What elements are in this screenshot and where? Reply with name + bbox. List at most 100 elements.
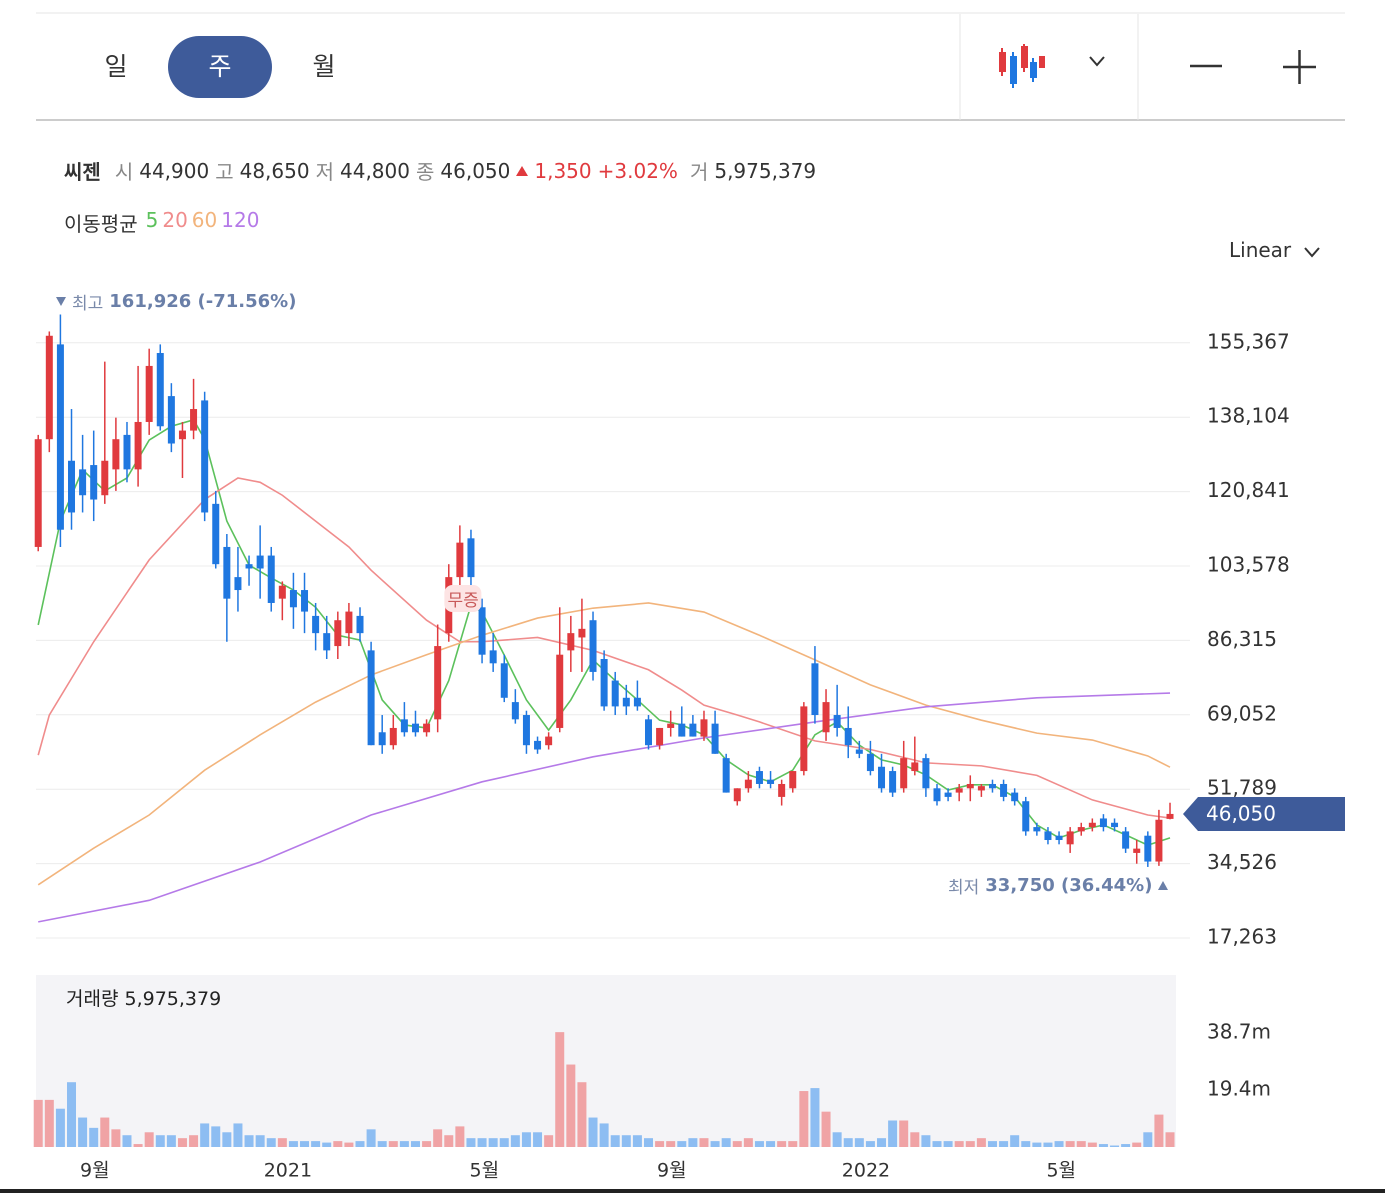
- volume-bar: [455, 1126, 465, 1147]
- volume-bar: [67, 1082, 77, 1147]
- volume-bar: [677, 1141, 687, 1147]
- volume-bar: [632, 1135, 642, 1147]
- period-tab[interactable]: 월: [312, 52, 336, 81]
- high-marker-text: 161,926 (-71.56%): [109, 291, 297, 312]
- candle-body: [1099, 818, 1107, 828]
- volume-bar: [211, 1126, 221, 1147]
- volume-bar: [189, 1135, 199, 1147]
- candle-body: [90, 465, 98, 500]
- candle-body: [678, 723, 686, 737]
- period-tab[interactable]: 일: [104, 52, 128, 81]
- volume-bar: [1032, 1142, 1042, 1147]
- volume-bar: [488, 1138, 498, 1147]
- candle-body: [645, 719, 653, 746]
- quote-value: 44,900: [139, 158, 210, 183]
- candle-body: [34, 439, 42, 547]
- quote-label: 시: [114, 160, 134, 184]
- candle-body: [289, 590, 297, 608]
- volume-bar: [599, 1123, 609, 1147]
- candle-body: [1044, 831, 1052, 841]
- volume-bar: [1021, 1141, 1031, 1147]
- candle-body: [800, 706, 808, 772]
- volume-bar: [810, 1088, 820, 1147]
- y-tick-label: 69,052: [1207, 701, 1277, 725]
- volume-bar: [843, 1138, 853, 1147]
- volume-bar: [510, 1135, 520, 1147]
- candle-body: [56, 344, 64, 530]
- volume-bar: [1043, 1142, 1053, 1147]
- candle-body: [312, 615, 320, 634]
- labels: 46,050 거래량 5,975,379: [66, 797, 1345, 1010]
- volume-bar: [1010, 1135, 1020, 1147]
- volume-bar: [976, 1138, 986, 1147]
- quote-label: 고: [215, 160, 234, 184]
- candle-body: [356, 615, 364, 634]
- period-tab[interactable]: 주: [168, 36, 272, 98]
- candle-body: [822, 702, 830, 733]
- volume-bar: [533, 1132, 543, 1147]
- volume-bar: [1054, 1141, 1064, 1147]
- volume-bar: [300, 1141, 310, 1147]
- volume-bar: [1098, 1144, 1108, 1147]
- candle-body: [345, 611, 353, 634]
- candle-body: [1022, 801, 1030, 832]
- candle-body: [611, 680, 619, 707]
- candle-body: [423, 723, 431, 733]
- candle-body: [600, 658, 608, 707]
- volume-bar: [865, 1141, 875, 1147]
- candle-body: [755, 771, 763, 784]
- volume-title-label: 거래량: [66, 988, 118, 1010]
- candle-body: [977, 786, 985, 791]
- volume-bar: [544, 1135, 554, 1147]
- candle-body: [156, 353, 164, 427]
- chart-type-button[interactable]: [999, 44, 1045, 88]
- volume-bar: [277, 1138, 287, 1147]
- y-tick-label: 103,578: [1207, 553, 1290, 577]
- volume-bar: [943, 1141, 953, 1147]
- volume-bar: [477, 1138, 487, 1147]
- last-price-label: 46,050: [1206, 802, 1276, 826]
- candle-body: [811, 663, 819, 716]
- volume-bar: [444, 1135, 454, 1147]
- candle-body: [112, 439, 120, 470]
- candle-body: [988, 783, 996, 789]
- volume-bar: [311, 1141, 321, 1147]
- zoom-in-button[interactable]: [1283, 50, 1316, 84]
- candle-body: [955, 788, 963, 793]
- candle-body: [1144, 835, 1152, 862]
- candle-body: [1133, 848, 1141, 853]
- candle-body: [778, 783, 786, 797]
- volume-bar: [388, 1141, 398, 1147]
- candle-body: [844, 727, 852, 746]
- ma-line: [37, 477, 1171, 819]
- y-tick-label: 155,367: [1207, 329, 1290, 353]
- volume-bar: [111, 1129, 121, 1147]
- candle-body: [123, 434, 131, 470]
- quote-label: 저: [315, 160, 334, 184]
- volume-bar: [344, 1142, 354, 1147]
- y-tick-label: 86,315: [1207, 627, 1277, 651]
- volume-bar: [466, 1138, 476, 1147]
- volume-bar: [333, 1141, 343, 1147]
- volume-bar: [377, 1141, 387, 1147]
- candle-body: [556, 654, 564, 728]
- up-arrow: [516, 165, 529, 176]
- volume-bar: [721, 1138, 731, 1147]
- candle-body: [700, 719, 708, 737]
- candle-body: [1111, 822, 1119, 828]
- volume-bar: [710, 1141, 720, 1147]
- volume-bar: [1076, 1141, 1086, 1147]
- candle-body: [411, 723, 419, 733]
- y-tick-label: 120,841: [1207, 478, 1290, 502]
- volume-label: 거: [689, 160, 709, 184]
- candle-body: [256, 555, 264, 569]
- volume-bar: [666, 1141, 676, 1147]
- candle-body: [722, 758, 730, 793]
- scale-mode[interactable]: Linear: [1229, 238, 1292, 262]
- scale-dropdown[interactable]: [1304, 247, 1320, 258]
- volume-bar: [255, 1135, 265, 1147]
- volume-bar: [921, 1135, 931, 1147]
- ma-legend-item: 60: [191, 208, 218, 232]
- chart-type-dropdown[interactable]: [1089, 56, 1105, 67]
- volume-tick-label: 19.4m: [1207, 1076, 1271, 1100]
